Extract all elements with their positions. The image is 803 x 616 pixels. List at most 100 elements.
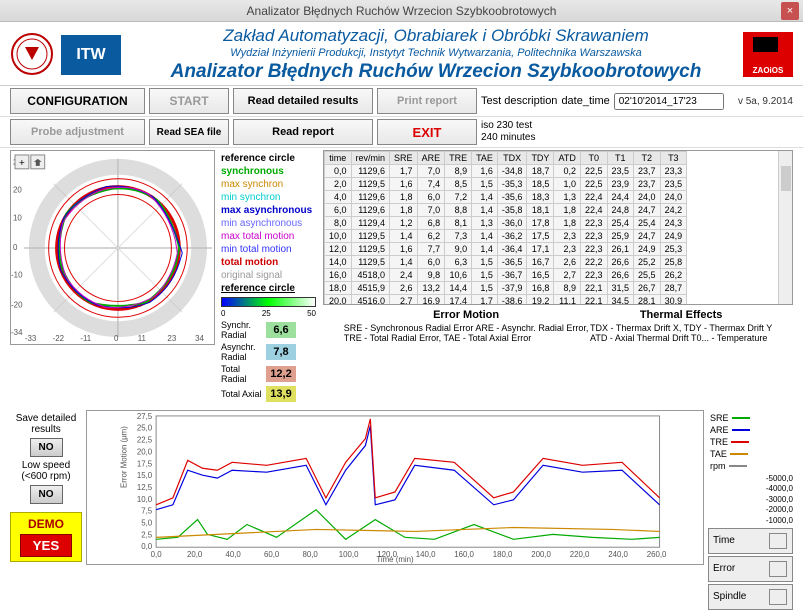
svg-text:23: 23 [167, 334, 176, 343]
svg-text:Time (min): Time (min) [376, 555, 414, 564]
y2-axis: -5000,0-4000,0-3000,0-2000,0-1000,0 [708, 474, 793, 526]
legend-item: reference circle [221, 152, 317, 165]
data-table-wrap[interactable]: timerev/minSREARETRETAETDXTDYATDT0T1T2T3… [323, 150, 793, 305]
duration-label: 240 minutes [481, 132, 535, 144]
configuration-button[interactable]: CONFIGURATION [10, 88, 145, 114]
svg-text:17,5: 17,5 [137, 459, 153, 468]
table-panel: timerev/minSREARETRETAETDXTDYATDT0T1T2T3… [323, 150, 793, 406]
metric: Synchr. Radial6,6 [221, 320, 317, 340]
svg-text:-34: -34 [11, 328, 23, 337]
svg-text:10,0: 10,0 [137, 495, 153, 504]
metric: Asynchr. Radial7,8 [221, 342, 317, 362]
itw-logo: ITW [61, 35, 121, 75]
university-logo [10, 32, 55, 77]
svg-text:5,0: 5,0 [141, 519, 153, 528]
polar-panel: -33-22-110112334 3420100-10-20-34 + [10, 150, 215, 406]
metric: Total Radial12,2 [221, 364, 317, 384]
svg-text:2,5: 2,5 [141, 530, 153, 539]
table-row[interactable]: 2,01129,51,67,48,51,5-35,318,51,022,523,… [325, 178, 687, 191]
table-row[interactable]: 12,01129,51,67,79,01,4-36,417,12,322,326… [325, 243, 687, 256]
read-sea-button[interactable]: Read SEA file [149, 119, 229, 145]
svg-text:+: + [19, 158, 25, 169]
svg-text:27,5: 27,5 [137, 412, 153, 421]
thermal-defs: Thermal Effects TDX - Thermax Drift X, T… [590, 309, 772, 343]
zaolos-logo: ZAOiOS [743, 32, 793, 77]
svg-text:11: 11 [138, 334, 147, 343]
svg-text:-22: -22 [53, 334, 64, 343]
toolbar-row-1: CONFIGURATION START Read detailed result… [0, 86, 803, 117]
dept-name: Zakład Automatyzacji, Obrabiarek i Obrób… [129, 26, 743, 46]
series-item: TRE [710, 436, 791, 448]
table-scrollbar[interactable] [778, 151, 792, 304]
table-row[interactable]: 4,01129,61,86,07,21,4-35,618,31,322,424,… [325, 191, 687, 204]
svg-text:Error Motion (μm): Error Motion (μm) [120, 426, 129, 488]
spindle-ctrl-button[interactable]: Spindle [708, 584, 793, 610]
exit-button[interactable]: EXIT [377, 119, 477, 145]
table-row[interactable]: 14,01129,51,46,06,31,5-36,516,72,622,226… [325, 256, 687, 269]
demo-label: DEMO [15, 517, 77, 531]
svg-text:10: 10 [13, 213, 22, 222]
table-row[interactable]: 0,01129,61,77,08,91,6-34,818,70,222,523,… [325, 165, 687, 178]
table-row[interactable]: 10,01129,51,46,27,31,4-36,217,52,322,325… [325, 230, 687, 243]
datetime-input[interactable] [614, 93, 724, 110]
close-button[interactable]: × [781, 2, 799, 20]
table-row[interactable]: 18,04515,92,613,214,41,5-37,916,88,922,1… [325, 282, 687, 295]
time-ctrl-button[interactable]: Time [708, 528, 793, 554]
titlebar: Analizator Błędnych Ruchów Wrzecion Szyb… [0, 0, 803, 22]
legend-item: max asynchronous [221, 204, 317, 217]
svg-text:-11: -11 [80, 334, 91, 343]
faculty-name: Wydział Inżynierii Produkcji, Instytyt T… [129, 47, 743, 59]
start-button[interactable]: START [149, 88, 229, 114]
series-legend: SREARETRETAErpm [708, 410, 793, 474]
legend-item: min synchron [221, 191, 317, 204]
series-item: TAE [710, 448, 791, 460]
error-motion-defs: Error Motion SRE - Synchronous Radial Er… [344, 309, 589, 343]
toolbar-row-2: Probe adjustment Read SEA file Read repo… [0, 117, 803, 148]
datetime-label: date_time [561, 95, 609, 107]
polar-toolbar: + [15, 155, 45, 169]
demo-yes-button[interactable]: YES [20, 534, 73, 557]
table-row[interactable]: 20,04516,02,716,917,41,7-38,619,211,122,… [325, 295, 687, 306]
read-report-button[interactable]: Read report [233, 119, 373, 145]
polar-chart[interactable]: -33-22-110112334 3420100-10-20-34 + [10, 150, 215, 345]
lowspeed-no-button[interactable]: NO [30, 485, 63, 504]
definitions-row: Error Motion SRE - Synchronous Radial Er… [323, 305, 793, 347]
error-ctrl-button[interactable]: Error [708, 556, 793, 582]
time-chart[interactable]: Error Motion (μm) 27,525,022,520,017,515… [86, 410, 704, 565]
probe-adjustment-button[interactable]: Probe adjustment [10, 119, 145, 145]
legend-item: min total motion [221, 243, 317, 256]
legend-item: min asynchronous [221, 217, 317, 230]
svg-text:0: 0 [114, 334, 119, 343]
series-item: ARE [710, 424, 791, 436]
ref-scale: 02550 [221, 309, 316, 318]
svg-text:12,5: 12,5 [137, 483, 153, 492]
table-row[interactable]: 8,01129,41,26,88,11,3-36,017,81,822,325,… [325, 217, 687, 230]
window-title: Analizator Błędnych Ruchów Wrzecion Szyb… [247, 4, 557, 18]
low-speed-label: Low speed (<600 rpm) [10, 460, 82, 482]
svg-text:25,0: 25,0 [137, 424, 153, 433]
save-no-button[interactable]: NO [30, 438, 63, 457]
time-icon [769, 533, 787, 549]
table-row[interactable]: 16,04518,02,49,810,61,5-36,716,52,722,32… [325, 269, 687, 282]
print-report-button[interactable]: Print report [377, 88, 477, 114]
table-row[interactable]: 6,01129,61,87,08,81,4-35,818,11,822,424,… [325, 204, 687, 217]
right-controls: SREARETRETAErpm -5000,0-4000,0-3000,0-20… [708, 410, 793, 612]
svg-text:-20: -20 [11, 300, 23, 309]
legend-panel: reference circlesynchronousmax synchronm… [219, 150, 319, 406]
main-content: -33-22-110112334 3420100-10-20-34 + refe… [0, 148, 803, 408]
legend-item: original signal [221, 269, 317, 282]
chart-area: Save detailed results NO Low speed (<600… [0, 408, 803, 616]
data-table: timerev/minSREARETRETAETDXTDYATDT0T1T2T3… [324, 151, 687, 305]
svg-text:-33: -33 [25, 334, 37, 343]
legend-item: total motion [221, 256, 317, 269]
svg-text:0: 0 [13, 243, 18, 252]
header: ITW Zakład Automatyzacji, Obrabiarek i O… [0, 22, 803, 86]
svg-text:34: 34 [195, 334, 204, 343]
svg-text:-10: -10 [11, 271, 23, 280]
ref-colorbar [221, 297, 316, 307]
read-detailed-button[interactable]: Read detailed results [233, 88, 373, 114]
svg-text:20: 20 [13, 186, 22, 195]
left-controls: Save detailed results NO Low speed (<600… [10, 410, 82, 612]
iso-label: iso 230 test [481, 120, 535, 132]
save-results-label: Save detailed results [10, 413, 82, 435]
